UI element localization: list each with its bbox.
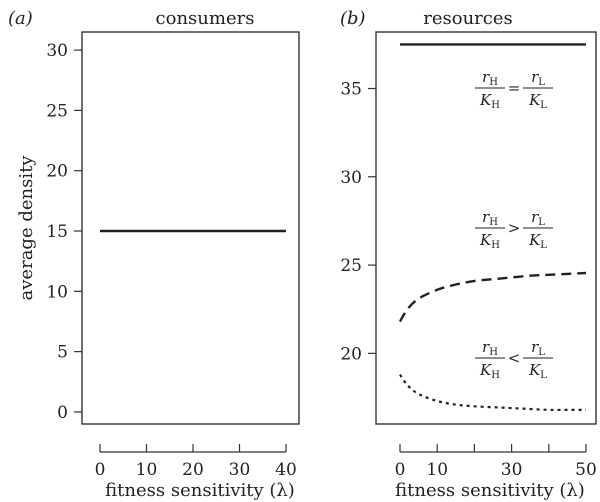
fraction-denominator: KL <box>528 231 547 251</box>
panel-b-y-tick-label: 25 <box>340 256 362 276</box>
fraction-denominator: KL <box>528 361 547 381</box>
panel-a-label: (a) <box>8 8 33 29</box>
panel-a-x-tick-label: 30 <box>229 460 251 480</box>
fraction-numerator: rL <box>531 208 545 228</box>
panel-b: (b) resources 20 25 30 35 0 10 30 50 rH KH = rL KL… <box>340 8 597 501</box>
panel-b-annotations: rH KH = rL KL rH KH > rL KL rH KH < rL KL <box>475 68 553 381</box>
panel-b-x-axis-title: fitness sensitivity (λ) <box>395 480 585 501</box>
panel-b-x-tick-label: 10 <box>426 460 448 480</box>
fraction-denominator: KH <box>479 91 500 111</box>
panel-a-x-tick-label: 40 <box>275 460 297 480</box>
fraction-right: rL KL <box>523 68 553 111</box>
panel-a: (a) consumers 0 5 10 15 20 25 30 0 10 20 30 40 ave… <box>8 8 300 501</box>
panel-a-x-axis-title: fitness sensitivity (λ) <box>105 480 295 501</box>
panel-a-x-tick-label: 20 <box>182 460 204 480</box>
fraction-numerator: rL <box>531 68 545 88</box>
panel-b-series-dashed-line <box>398 271 587 323</box>
relation-label-solid: rH KH = rL KL <box>475 68 553 111</box>
panel-a-title: consumers <box>156 8 255 29</box>
panel-a-x-tick-label: 0 <box>95 460 106 480</box>
panel-a-y-axis: 0 5 10 15 20 25 30 <box>46 41 82 423</box>
panel-b-x-axis: 0 10 30 50 <box>395 444 597 480</box>
relation-symbol: < <box>508 349 521 367</box>
fraction-numerator: rH <box>482 338 498 358</box>
relation-label-dotted: rH KH < rL KL <box>475 338 553 381</box>
panel-a-y-tick-label: 25 <box>46 101 68 121</box>
panel-b-x-tick-label: 50 <box>575 460 597 480</box>
panel-a-y-tick-label: 0 <box>57 403 68 423</box>
fraction-denominator: KH <box>479 231 500 251</box>
panel-a-frame <box>81 31 300 425</box>
panel-b-y-tick-label: 30 <box>340 168 362 188</box>
panel-a-x-tick-label: 10 <box>136 460 158 480</box>
relation-symbol: > <box>508 219 521 237</box>
panel-b-series <box>398 43 587 412</box>
panel-a-y-tick-label: 5 <box>57 343 68 363</box>
panel-b-x-tick-label: 30 <box>501 460 523 480</box>
fraction-numerator: rH <box>482 68 498 88</box>
fraction-denominator: KH <box>479 361 500 381</box>
panel-b-title: resources <box>423 8 513 29</box>
panel-a-y-tick-label: 10 <box>46 282 68 302</box>
fraction-denominator: KL <box>528 91 547 111</box>
fraction-left: rH KH <box>475 68 505 111</box>
panel-b-y-axis: 20 25 30 35 <box>340 80 376 364</box>
fraction-right: rL KL <box>523 338 553 381</box>
fraction-numerator: rH <box>482 208 498 228</box>
panel-b-frame <box>375 31 597 425</box>
panel-b-y-tick-label: 20 <box>340 344 362 364</box>
panel-b-label: (b) <box>340 8 366 29</box>
panel-a-y-tick-label: 20 <box>46 162 68 182</box>
panel-a-y-tick-label: 15 <box>46 222 68 242</box>
panel-a-y-tick-label: 30 <box>46 41 68 61</box>
panel-a-y-axis-title: average density <box>16 155 37 301</box>
relation-label-dashed: rH KH > rL KL <box>475 208 553 251</box>
fraction-left: rH KH <box>475 338 505 381</box>
panel-b-y-tick-label: 35 <box>340 80 362 100</box>
fraction-right: rL KL <box>523 208 553 251</box>
panel-b-x-tick-label: 0 <box>395 460 406 480</box>
fraction-left: rH KH <box>475 208 505 251</box>
fraction-numerator: rL <box>531 338 545 358</box>
panel-a-x-axis: 0 10 20 30 40 <box>95 444 297 480</box>
relation-symbol: = <box>508 79 521 97</box>
